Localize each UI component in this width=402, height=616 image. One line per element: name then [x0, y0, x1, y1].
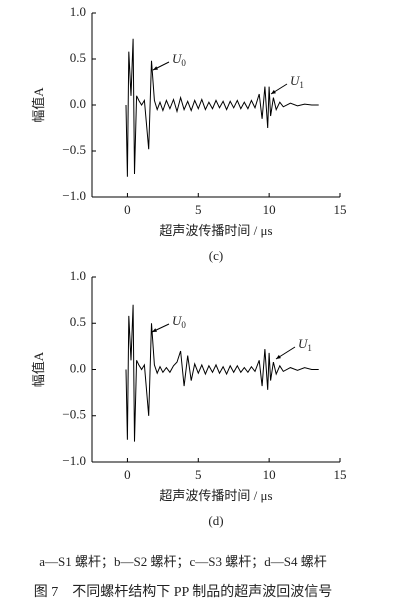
y-tick-label: 0.0 — [70, 96, 86, 111]
x-tick-label: 10 — [263, 467, 276, 482]
y-tick-label: 0.5 — [70, 314, 86, 329]
x-axis-label: 超声波传播时间 / μs — [159, 488, 272, 503]
y-tick-label: 1.0 — [70, 4, 86, 19]
annotation-subscript: 1 — [307, 343, 312, 353]
annotation-subscript: 0 — [181, 320, 186, 330]
annotation: U1 — [298, 336, 312, 353]
arrow-head — [153, 66, 158, 70]
y-tick-label: −0.5 — [62, 407, 86, 422]
x-tick-label: 0 — [124, 202, 131, 217]
x-axis-label: 超声波传播时间 / μs — [159, 223, 272, 238]
x-tick-label: 15 — [334, 467, 347, 482]
y-tick-label: 0.5 — [70, 50, 86, 65]
panel-label: (c) — [209, 248, 223, 263]
annotation-letter: U — [172, 51, 183, 66]
panel-label: (d) — [208, 513, 223, 528]
annotation-subscript: 0 — [181, 58, 186, 68]
x-tick-label: 10 — [263, 202, 276, 217]
y-tick-label: 0.0 — [70, 360, 86, 375]
annotation-letter: U — [290, 73, 301, 88]
x-tick-label: 5 — [195, 467, 202, 482]
arrow-head — [271, 89, 276, 94]
y-tick-label: 1.0 — [70, 268, 86, 283]
x-tick-label: 5 — [195, 202, 202, 217]
annotation-letter: U — [298, 336, 309, 351]
x-tick-label: 15 — [334, 202, 347, 217]
y-tick-label: −0.5 — [62, 142, 86, 157]
arrow-head — [152, 328, 157, 332]
figure-caption: 图 7 不同螺杆结构下 PP 制品的超声波回波信号 — [34, 584, 333, 600]
annotation: U0 — [172, 313, 186, 330]
annotation: U0 — [172, 51, 186, 68]
x-tick-label: 0 — [124, 467, 131, 482]
y-tick-label: −1.0 — [62, 188, 86, 203]
y-tick-label: −1.0 — [62, 453, 86, 468]
figure-note: a—S1 螺杆；b—S2 螺杆；c—S3 螺杆；d—S4 螺杆 — [39, 554, 326, 570]
annotation-subscript: 1 — [299, 80, 304, 90]
annotation: U1 — [290, 73, 304, 90]
arrow-head — [276, 354, 281, 359]
annotation-letter: U — [172, 313, 183, 328]
waveform — [125, 304, 319, 442]
waveform — [125, 38, 319, 177]
y-axis-label: 幅值A — [31, 87, 46, 123]
y-axis-label: 幅值A — [31, 351, 46, 387]
